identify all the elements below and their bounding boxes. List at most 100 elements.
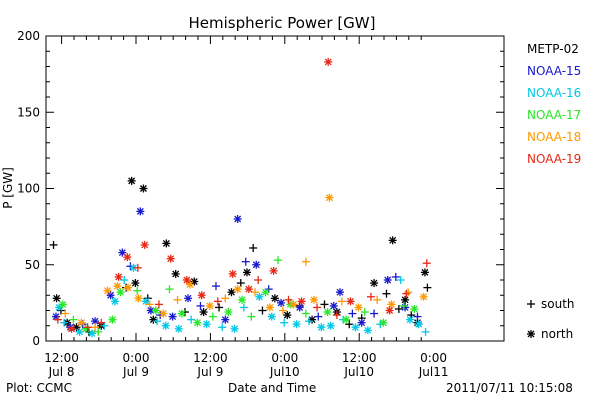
x-tick-label-date: Jul10	[343, 365, 374, 379]
data-point-north	[238, 295, 247, 304]
data-point-north	[205, 301, 214, 310]
data-point-north	[335, 288, 344, 297]
data-point-south	[413, 312, 422, 321]
data-point-north	[171, 269, 180, 278]
data-point-north	[221, 315, 230, 324]
data-point-north	[58, 300, 67, 309]
data-point-south	[239, 303, 248, 312]
data-point-south	[396, 276, 405, 284]
data-point-south	[249, 243, 258, 252]
data-point-south	[399, 301, 408, 310]
data-point-south	[91, 323, 100, 332]
data-point-north	[309, 295, 318, 304]
data-point-south	[348, 309, 357, 318]
y-tick-label: 50	[25, 258, 40, 272]
data-point-south	[280, 318, 289, 327]
data-point-north	[91, 317, 100, 326]
footer-x-axis-title: Date and Time	[228, 381, 317, 395]
data-point-north	[357, 318, 366, 327]
data-point-south	[423, 283, 432, 292]
data-point-north	[323, 308, 332, 317]
data-point-north	[108, 315, 117, 324]
data-point-north	[193, 318, 202, 327]
data-point-south	[254, 276, 263, 284]
data-point-south	[187, 315, 196, 324]
data-point-south	[60, 318, 69, 327]
data-point-south	[173, 295, 182, 304]
data-point-north	[401, 295, 410, 304]
data-point-north	[127, 176, 136, 185]
data-point-north	[292, 320, 301, 329]
data-point-north	[387, 300, 396, 309]
data-point-north	[140, 240, 149, 249]
data-point-south	[366, 292, 375, 301]
series-noaa-17	[58, 256, 419, 336]
data-point-north	[252, 260, 261, 269]
data-point-south	[273, 256, 282, 265]
data-point-south	[133, 286, 142, 295]
data-point-north	[149, 315, 158, 324]
data-point-north	[151, 306, 160, 315]
data-point-north	[123, 283, 132, 292]
data-point-north	[283, 311, 292, 320]
data-point-south	[247, 312, 256, 321]
x-tick-label-date: Jul11	[418, 365, 449, 379]
data-point-north	[354, 303, 363, 312]
data-point-north	[168, 312, 177, 321]
x-tick-label-date: Jul 9	[196, 365, 223, 379]
data-point-north	[414, 320, 423, 329]
data-point-south	[208, 312, 217, 321]
data-point-north	[244, 285, 253, 294]
data-point-north	[406, 315, 415, 324]
data-point-south	[165, 285, 174, 294]
data-point-north	[233, 285, 242, 294]
legend-entry-metp-02: METP-02	[527, 42, 579, 56]
data-point-north	[87, 329, 96, 338]
data-point-south	[320, 300, 329, 309]
data-point-north	[136, 207, 145, 216]
data-point-north	[190, 277, 199, 286]
data-point-north	[401, 303, 410, 312]
data-point-south	[313, 303, 322, 312]
data-point-south	[284, 295, 293, 304]
data-point-north	[295, 303, 304, 312]
data-point-north	[261, 288, 270, 297]
marker-legend-north: north	[541, 327, 573, 341]
data-point-south	[241, 257, 250, 266]
data-point-north	[202, 320, 211, 329]
data-point-north	[255, 292, 264, 301]
data-point-south	[154, 300, 163, 309]
data-point-north	[123, 253, 132, 262]
series-noaa-15	[52, 207, 422, 332]
data-point-south	[196, 301, 205, 310]
data-point-north	[146, 306, 155, 315]
y-tick-label: 100	[17, 182, 40, 196]
data-point-north	[161, 321, 170, 330]
data-point-north	[199, 308, 208, 317]
data-point-north	[197, 291, 206, 300]
y-axis-label: P [GW]	[1, 167, 15, 209]
data-point-north	[174, 324, 183, 333]
data-point-south	[97, 318, 106, 327]
data-point-north	[385, 306, 394, 315]
data-point-north	[270, 294, 279, 303]
data-point-north	[379, 318, 388, 327]
data-point-south	[133, 263, 142, 272]
data-point-north	[277, 298, 286, 307]
legend-entry-noaa-19: NOAA-19	[527, 152, 581, 166]
data-point-south	[301, 309, 310, 318]
x-tick-label-time: 0:00	[271, 351, 298, 365]
data-point-north	[324, 57, 333, 66]
x-tick-label-time: 0:00	[420, 351, 447, 365]
legend-entry-noaa-16: NOAA-16	[527, 86, 581, 100]
data-point-north	[410, 304, 419, 313]
legend-entry-noaa-17: NOAA-17	[527, 108, 581, 122]
data-point-north	[383, 276, 392, 284]
data-point-south	[213, 297, 222, 306]
x-tick-label-time: 12:00	[342, 351, 377, 365]
data-point-north	[110, 297, 119, 306]
data-point-north	[52, 294, 61, 303]
data-point-north	[116, 288, 125, 297]
data-point-south	[373, 295, 382, 304]
